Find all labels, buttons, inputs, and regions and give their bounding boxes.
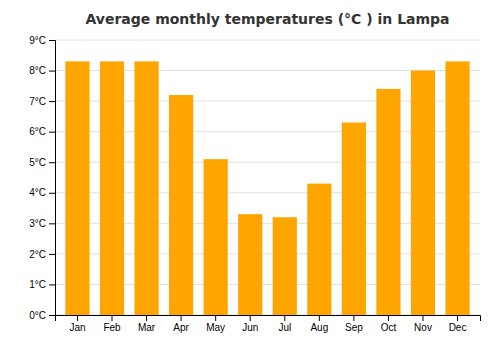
- bar: [169, 95, 193, 315]
- tick: 0°C: [29, 310, 55, 321]
- tick: 5°C: [29, 157, 55, 168]
- tick-mark: [181, 315, 182, 321]
- bar: [134, 61, 158, 315]
- tick-mark: [112, 315, 113, 321]
- tick-mark: [353, 315, 354, 321]
- tick-label: 7°C: [29, 96, 46, 107]
- tick-label: 4°C: [29, 187, 46, 198]
- tick-mark: [388, 315, 389, 321]
- tick-label: 5°C: [29, 157, 46, 168]
- tick-label: 2°C: [29, 249, 46, 260]
- tick-mark: [49, 101, 55, 102]
- tick-mark: [49, 193, 55, 194]
- tick: May: [206, 315, 225, 333]
- chart: 0°C 1°C 2°C 3°C 4°C 5°C 6°C 7°C 8°C 9°C Jan Feb Mar A…: [0, 0, 500, 350]
- bar: [342, 123, 366, 316]
- y-axis: 0°C 1°C 2°C 3°C 4°C 5°C 6°C 7°C 8°C 9°C: [29, 35, 55, 321]
- tick-label: Aug: [310, 322, 328, 333]
- tick: Aug: [310, 315, 328, 333]
- tick: Oct: [381, 315, 397, 333]
- chart-container: 0°C 1°C 2°C 3°C 4°C 5°C 6°C 7°C 8°C 9°C Jan Feb Mar A…: [0, 0, 500, 350]
- bar: [307, 184, 331, 315]
- tick-label: 1°C: [29, 279, 46, 290]
- tick-mark: [215, 315, 216, 321]
- tick-mark: [319, 315, 320, 321]
- tick-mark: [49, 223, 55, 224]
- title: Average monthly temperatures (°C ) in La…: [85, 11, 449, 27]
- tick: 9°C: [29, 35, 55, 46]
- bar: [445, 61, 469, 315]
- tick: Jan: [69, 315, 85, 333]
- tick: 6°C: [29, 126, 55, 137]
- bar: [273, 217, 297, 315]
- axis-line: [49, 41, 56, 316]
- axis-line: [56, 316, 481, 322]
- tick-label: Feb: [103, 322, 121, 333]
- tick-mark: [49, 71, 55, 72]
- tick-mark: [422, 315, 423, 321]
- bar: [376, 89, 400, 315]
- tick-mark: [49, 315, 55, 316]
- tick: Apr: [173, 315, 189, 333]
- tick: Jun: [242, 315, 258, 333]
- tick-label: Nov: [414, 322, 432, 333]
- bar: [204, 159, 228, 315]
- tick-label: Sep: [345, 322, 363, 333]
- tick-mark: [49, 254, 55, 255]
- tick-mark: [250, 315, 251, 321]
- tick: 8°C: [29, 65, 55, 76]
- tick-mark: [49, 132, 55, 133]
- tick: Dec: [449, 315, 467, 333]
- tick-label: Dec: [449, 322, 467, 333]
- tick: Feb: [103, 315, 121, 333]
- tick-label: Jan: [69, 322, 85, 333]
- bar: [238, 214, 262, 315]
- tick-label: 6°C: [29, 126, 46, 137]
- tick-mark: [49, 40, 55, 41]
- tick: 4°C: [29, 187, 55, 198]
- tick-mark: [457, 315, 458, 321]
- tick: 1°C: [29, 279, 55, 290]
- tick: 2°C: [29, 249, 55, 260]
- tick-label: Jul: [278, 322, 291, 333]
- bar: [100, 61, 124, 315]
- tick-mark: [77, 315, 78, 321]
- x-axis: Jan Feb Mar Apr May Jun Jul Aug Sep Oct Nov Dec: [56, 315, 481, 333]
- tick-label: Jun: [242, 322, 258, 333]
- tick-label: 8°C: [29, 65, 46, 76]
- tick: Jul: [278, 315, 291, 333]
- tick-label: May: [206, 322, 225, 333]
- bar: [411, 71, 435, 315]
- tick: Mar: [138, 315, 156, 333]
- tick-mark: [49, 162, 55, 163]
- bar: [65, 61, 89, 315]
- tick-label: Apr: [173, 322, 189, 333]
- grid-line: [55, 40, 480, 41]
- tick-label: 3°C: [29, 218, 46, 229]
- tick: Nov: [414, 315, 432, 333]
- tick-label: Mar: [138, 322, 156, 333]
- tick-label: 0°C: [29, 310, 46, 321]
- tick-mark: [146, 315, 147, 321]
- tick-mark: [284, 315, 285, 321]
- bars: [65, 61, 469, 315]
- tick-label: 9°C: [29, 35, 46, 46]
- plot: 0°C 1°C 2°C 3°C 4°C 5°C 6°C 7°C 8°C 9°C Jan Feb Mar A…: [29, 35, 480, 333]
- tick: 3°C: [29, 218, 55, 229]
- tick: 7°C: [29, 96, 55, 107]
- tick-mark: [49, 284, 55, 285]
- grid: [55, 40, 480, 315]
- tick: Sep: [345, 315, 363, 333]
- tick-label: Oct: [381, 322, 397, 333]
